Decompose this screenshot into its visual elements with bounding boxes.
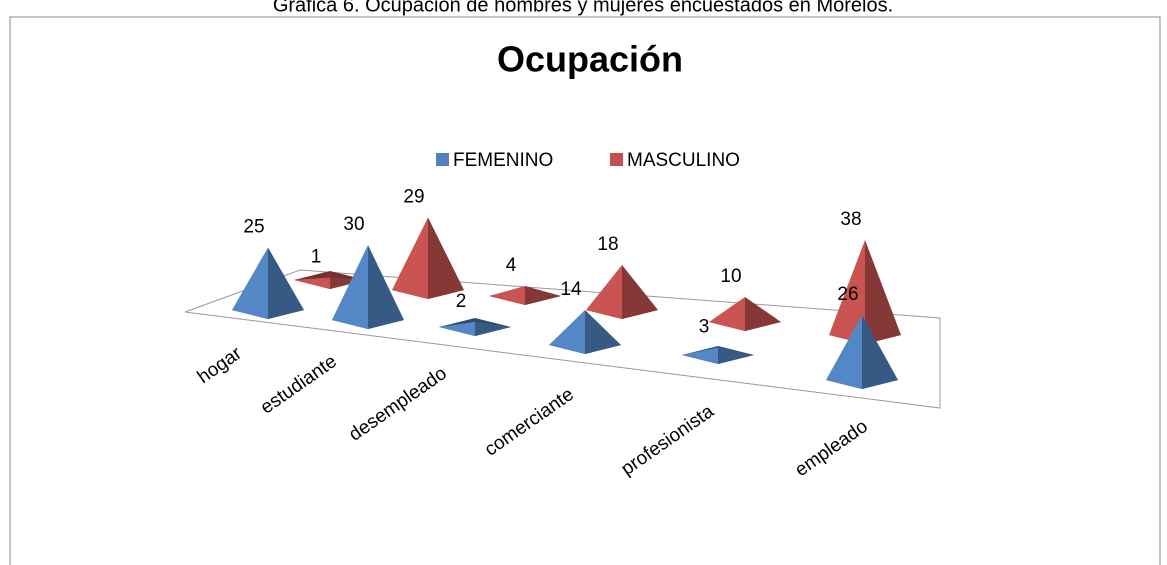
pyramid xyxy=(682,346,754,364)
pyramid-face-right xyxy=(428,217,464,299)
pyramid-face-left xyxy=(826,315,862,389)
legend-swatch xyxy=(436,153,449,166)
pyramid-face-left xyxy=(232,247,268,319)
data-label: 18 xyxy=(597,234,618,255)
pyramid-face-right xyxy=(268,247,304,319)
data-label: 3 xyxy=(699,317,710,338)
pyramid xyxy=(826,315,898,389)
data-label: 38 xyxy=(840,209,861,230)
pyramid-face-right xyxy=(622,265,658,319)
pyramid-face-right xyxy=(862,315,898,389)
pyramid-face-left xyxy=(392,217,428,299)
pyramid-face-right xyxy=(585,310,621,354)
pyramid-face-left xyxy=(586,265,622,319)
pyramid xyxy=(489,286,561,305)
pyramid xyxy=(332,245,404,329)
pyramid-face-right xyxy=(525,286,561,305)
pyramid xyxy=(586,265,658,319)
pyramid xyxy=(439,318,511,336)
pyramid-face-left xyxy=(709,297,745,331)
pyramid xyxy=(392,217,464,299)
legend-label: MASCULINO xyxy=(627,150,740,171)
legend-swatch xyxy=(610,153,623,166)
data-label: 26 xyxy=(837,284,858,305)
pyramid-face-left xyxy=(439,322,475,336)
pyramid xyxy=(709,297,781,331)
pyramid-face-left xyxy=(332,245,368,329)
data-label: 10 xyxy=(720,266,741,287)
pyramid-face-right xyxy=(745,297,781,331)
pyramid-face-left xyxy=(549,310,585,354)
pyramid-face-left xyxy=(829,240,865,344)
pyramid xyxy=(829,240,901,344)
data-label: 25 xyxy=(243,217,264,238)
legend-label: FEMENINO xyxy=(453,150,553,171)
pyramid-face-right xyxy=(368,245,404,329)
pyramid-face-right xyxy=(865,240,901,344)
pyramid-face-right xyxy=(718,347,754,364)
data-label: 4 xyxy=(506,255,517,276)
pyramid-face-left xyxy=(294,277,330,289)
caption: Gráfica 6. Ocupación de hombres y mujere… xyxy=(273,0,893,16)
pyramid-face-left xyxy=(489,286,525,305)
pyramid xyxy=(549,310,621,354)
data-label: 2 xyxy=(456,291,467,312)
data-label: 30 xyxy=(343,214,364,235)
pyramid xyxy=(232,247,304,319)
data-label: 14 xyxy=(560,279,582,300)
data-label: 1 xyxy=(311,247,322,268)
data-label: 29 xyxy=(403,187,424,208)
pyramid-face-left xyxy=(682,347,718,364)
pyramid-face-right xyxy=(475,322,511,336)
chart-title: Ocupación xyxy=(497,39,683,80)
